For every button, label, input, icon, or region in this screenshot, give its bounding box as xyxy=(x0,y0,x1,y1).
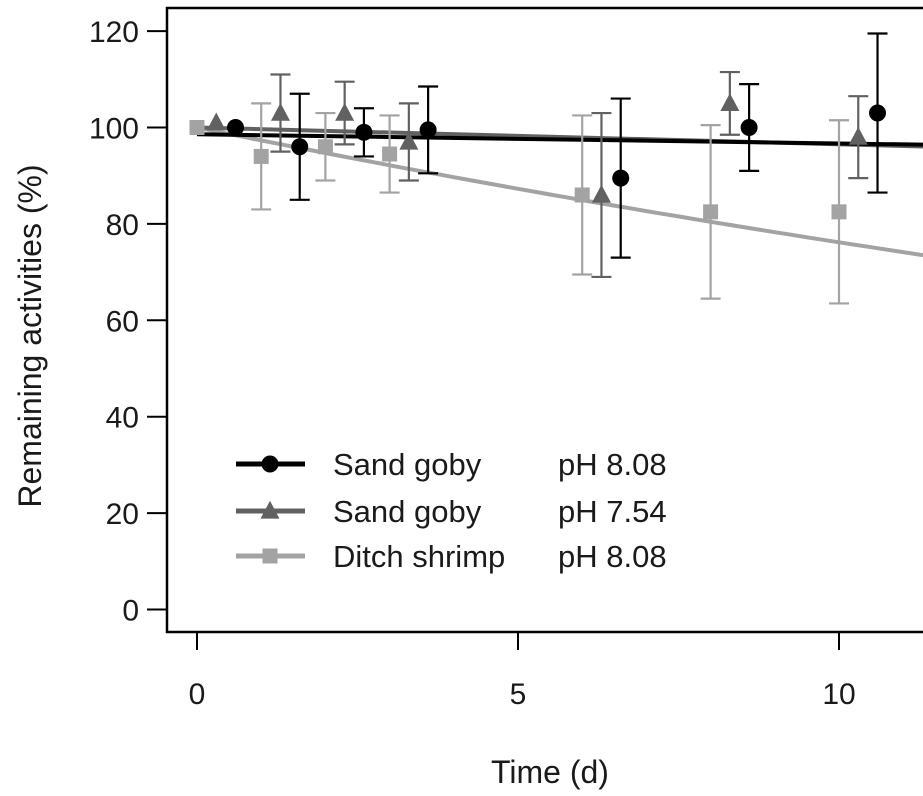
axes: 02040608010012005101520 xyxy=(89,6,923,711)
y-tick-label: 100 xyxy=(89,113,139,146)
data-point xyxy=(382,146,398,162)
fit-line xyxy=(196,132,923,147)
data-point xyxy=(831,204,847,220)
y-tick-label: 0 xyxy=(122,595,139,628)
data-point xyxy=(720,93,740,112)
data-point xyxy=(848,126,868,145)
data-point xyxy=(355,123,373,141)
legend-series-condition: pH 7.54 xyxy=(558,494,667,529)
data-point xyxy=(419,121,437,139)
data-point xyxy=(206,112,226,131)
y-tick-label: 80 xyxy=(106,209,139,242)
fit-lines xyxy=(196,125,923,258)
data-point xyxy=(612,169,630,187)
data-point xyxy=(399,131,419,150)
legend-series-condition: pH 8.08 xyxy=(558,539,667,574)
data-point xyxy=(189,120,205,135)
data-point xyxy=(740,119,758,136)
fit-line xyxy=(196,125,923,258)
legend-label: Sand goby pH 8.08 xyxy=(333,447,667,482)
legend-marker xyxy=(260,500,280,519)
data-point xyxy=(253,148,269,164)
x-tick-label: 5 xyxy=(510,678,527,711)
data-points xyxy=(189,93,887,220)
y-tick-label: 120 xyxy=(89,16,139,49)
data-point xyxy=(291,138,309,156)
data-point xyxy=(270,102,290,121)
error-bars xyxy=(251,32,888,305)
legend-marker xyxy=(261,455,279,473)
legend-series-name: Sand goby xyxy=(333,447,482,482)
x-axis-title: Time (d) xyxy=(491,754,609,790)
y-tick-label: 60 xyxy=(106,305,139,338)
data-point xyxy=(335,102,355,121)
legend-series-condition: pH 8.08 xyxy=(558,447,667,482)
legend-label: Ditch shrimp pH 8.08 xyxy=(333,539,667,574)
fit-line xyxy=(196,125,923,149)
legend-series-name: Sand goby xyxy=(333,494,482,529)
data-point xyxy=(591,184,611,203)
x-tick-label: 10 xyxy=(822,678,855,711)
y-tick-label: 40 xyxy=(106,402,139,435)
data-point xyxy=(869,104,887,122)
legend: Sand goby pH 8.08 Sand goby pH 7.54 Ditch sh… xyxy=(236,447,667,574)
data-point xyxy=(574,187,590,203)
y-axis-title: Remaining activities (%) xyxy=(12,164,48,507)
legend-label: Sand goby pH 7.54 xyxy=(333,494,667,529)
data-point xyxy=(703,204,719,220)
legend-marker xyxy=(262,548,278,564)
data-point xyxy=(317,139,333,155)
data-point xyxy=(227,119,245,136)
legend-series-name: Ditch shrimp xyxy=(333,539,505,574)
y-tick-label: 20 xyxy=(106,498,139,531)
x-tick-label: 0 xyxy=(189,678,206,711)
